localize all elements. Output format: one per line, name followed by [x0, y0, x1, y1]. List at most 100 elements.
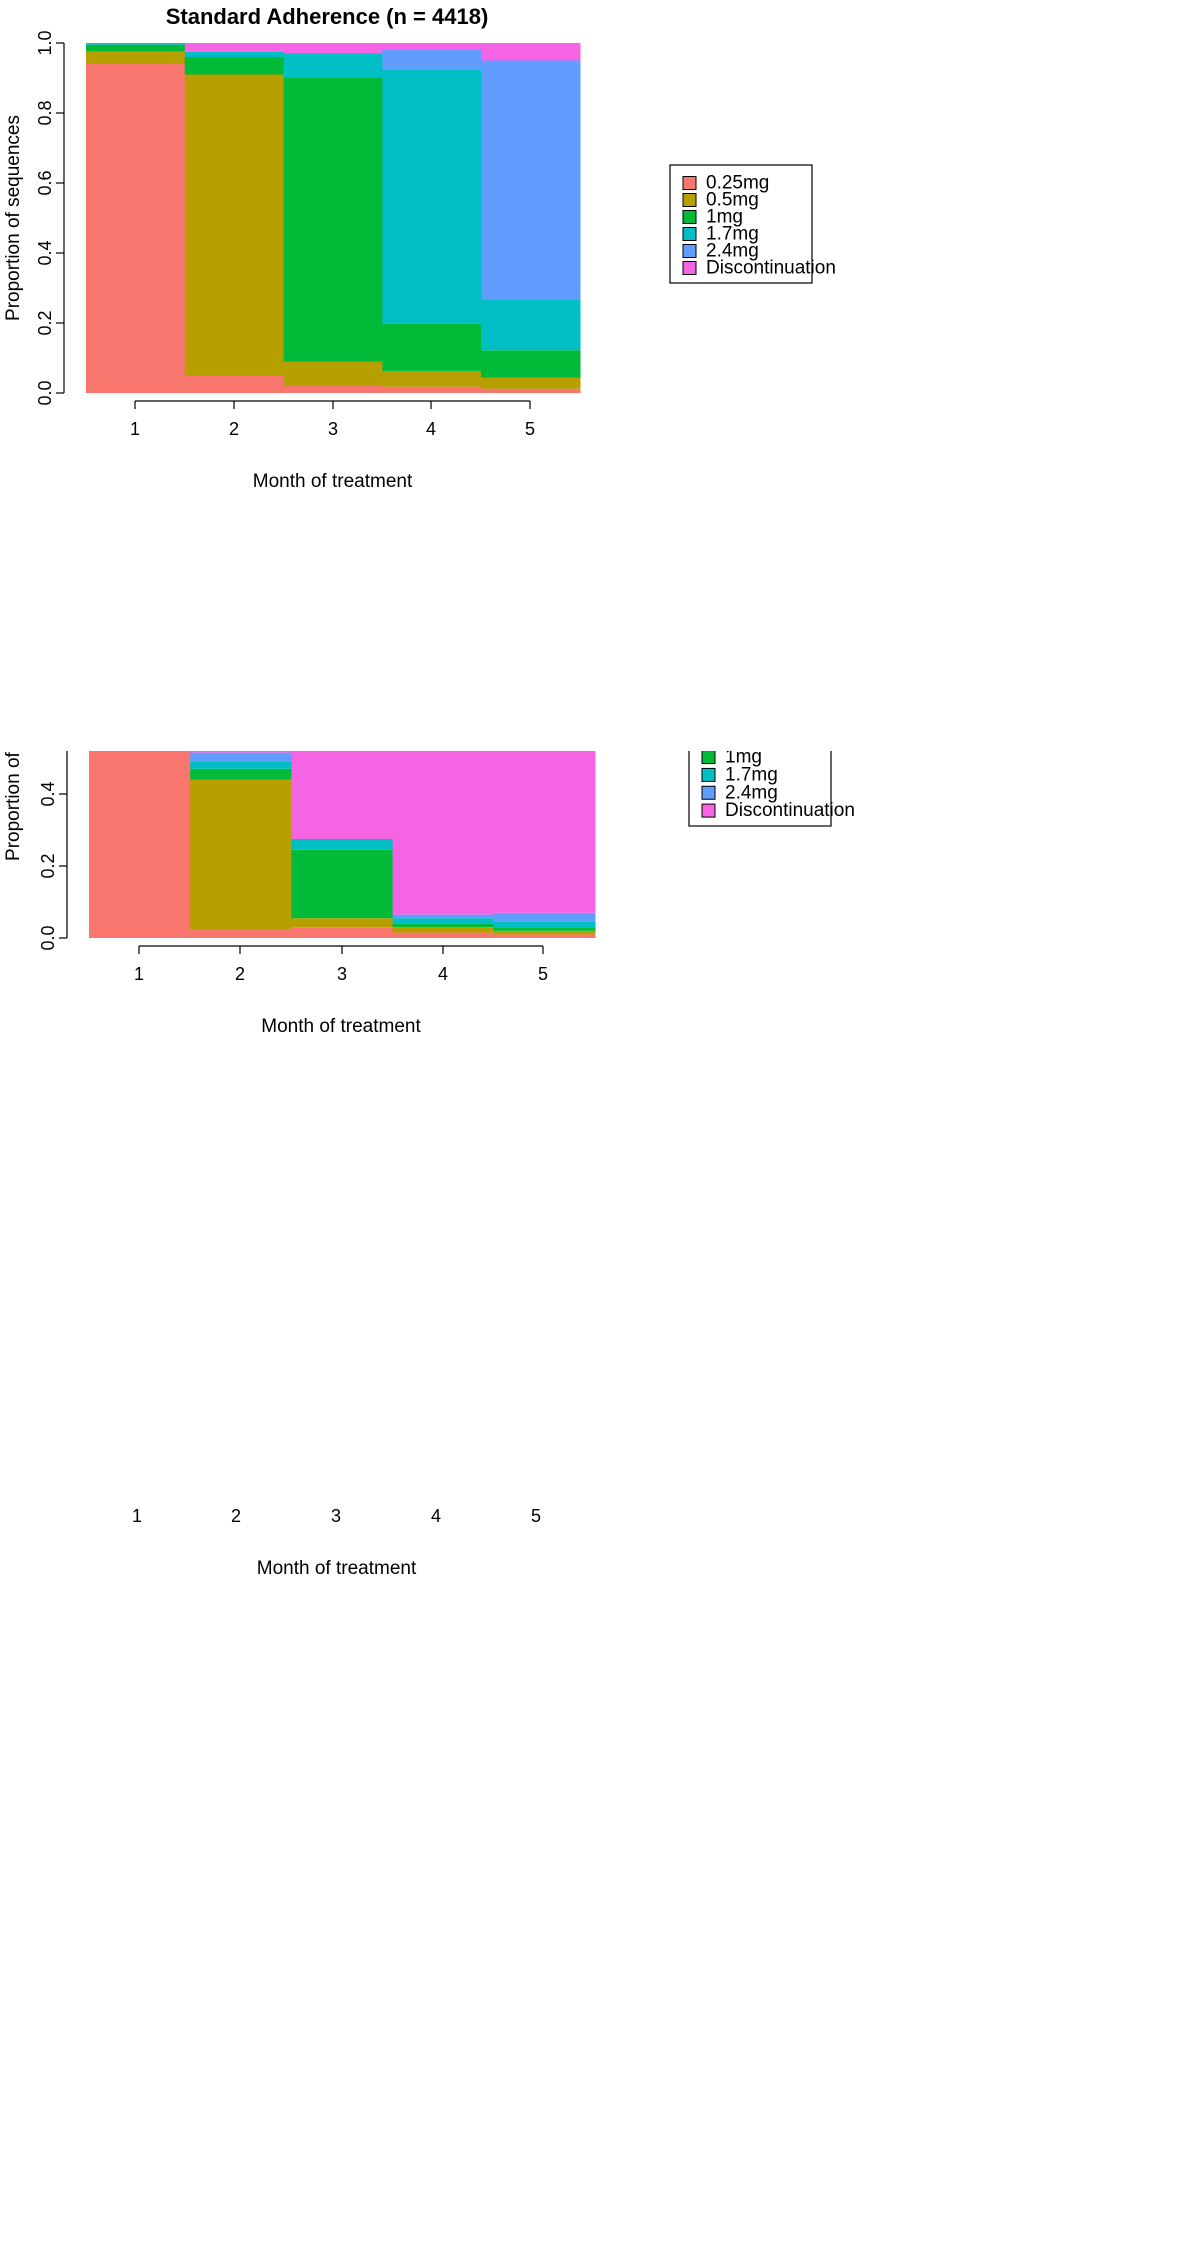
legend-label: 1.7mg — [706, 224, 759, 245]
bar-segment — [184, 57, 285, 75]
bar-segment — [190, 929, 292, 938]
y-tick-label: 0.2 — [35, 310, 55, 335]
bar-segment — [190, 779, 292, 929]
bar-segment — [184, 74, 285, 376]
legend-label: 0.5mg — [706, 190, 759, 211]
bar-segment — [382, 323, 482, 371]
bar-segment — [86, 43, 186, 45]
bar-segment — [291, 839, 394, 850]
chart-standard-adherence: Standard Adherence (n = 4418) 0.0 0.2 0.4 0.… — [0, 0, 1200, 751]
bar-segment — [493, 578, 596, 913]
y-tick-label: 0.0 — [35, 380, 55, 405]
legend-swatch — [682, 244, 697, 258]
bar-segment — [291, 927, 394, 938]
bar-segment — [481, 377, 581, 389]
bar-segment — [481, 388, 581, 393]
legend-swatch — [701, 750, 716, 765]
bar-segment — [283, 361, 383, 386]
chart-svg: Standard Adherence (n = 4418) 0.0 0.2 0.4 0.… — [3, 4, 836, 492]
legend-label: Discontinuation — [706, 258, 836, 279]
bar-segment — [190, 761, 292, 769]
legend-swatch — [682, 261, 697, 275]
bar-segment — [184, 51, 285, 57]
bar-segment — [291, 578, 394, 839]
chart-title: Standard Adherence (n = 4418) — [166, 4, 489, 29]
y-tick-label: 1.0 — [35, 30, 55, 55]
x-axis-label: Month of treatment — [253, 471, 413, 492]
bar-segment — [283, 53, 383, 78]
x-axis-label: Month of treatment — [261, 1016, 421, 1037]
bar-segment — [392, 932, 495, 938]
legend-label: 2.4mg — [706, 241, 759, 262]
bar-segment — [190, 752, 292, 762]
y-tick-label: 0.8 — [35, 100, 55, 125]
bar-segment — [86, 51, 186, 64]
legend-label: 1.7mg — [725, 764, 778, 785]
y-tick-label: 0.2 — [38, 853, 58, 878]
bar-segment — [382, 386, 482, 393]
bar-segment — [184, 375, 285, 393]
x-tick-label: 5 — [538, 964, 548, 984]
bar-segment — [283, 386, 383, 393]
legend-swatch — [682, 193, 697, 207]
bar-segment — [291, 849, 394, 919]
bar-segment — [89, 660, 191, 938]
bar-segment — [382, 43, 482, 50]
legend-swatch — [701, 785, 716, 800]
legend-swatch — [701, 767, 716, 782]
bar-segment — [481, 350, 581, 378]
bar-segment — [86, 44, 186, 52]
chart-early-discontinuation: Early Discontinuation (n = 769)0.00.20.4… — [0, 532, 1200, 1502]
x-tick-label: 3 — [337, 964, 347, 984]
bar-segment — [392, 923, 495, 928]
legend-label: 1mg — [725, 751, 762, 768]
bar-segment — [392, 927, 495, 933]
x-tick-label: 3 — [331, 1506, 341, 1526]
bar-segment — [392, 578, 495, 915]
bar-segment — [382, 69, 482, 324]
bar-segment — [481, 43, 581, 61]
y-axis-label: Proportion of sequences — [3, 115, 24, 321]
x-tick-label: 4 — [431, 1506, 441, 1526]
chart-svg: High-Dose Initiation (n = 741)0.00.20.40… — [3, 1079, 844, 1579]
bar-segment — [481, 60, 581, 300]
bar-segment — [493, 930, 596, 935]
bar-segment — [493, 934, 596, 938]
legend-label: 0.25mg — [706, 173, 769, 194]
legend-swatch — [682, 227, 697, 241]
bar-segment — [283, 43, 383, 54]
y-tick-label: 0.0 — [38, 925, 58, 950]
x-axis-label: Month of treatment — [257, 1558, 417, 1579]
x-tick-label: 2 — [229, 419, 239, 439]
chart-svg: Early Discontinuation (n = 769)0.00.20.4… — [3, 532, 855, 1037]
legend-label: 2.4mg — [725, 782, 778, 803]
legend-label: 1mg — [706, 207, 743, 228]
legend-swatch — [682, 176, 697, 190]
bar-segment — [184, 43, 285, 52]
x-tick-label: 2 — [235, 964, 245, 984]
x-tick-label: 3 — [328, 419, 338, 439]
bar-segment — [493, 927, 596, 931]
y-tick-label: 0.6 — [35, 170, 55, 195]
x-tick-label: 1 — [130, 419, 140, 439]
y-tick-label: 0.4 — [35, 240, 55, 265]
bar-segment — [291, 918, 394, 928]
legend-label: Discontinuation — [725, 800, 855, 821]
bar-segment — [392, 918, 495, 924]
bar-segment — [382, 50, 482, 70]
legend-swatch — [682, 210, 697, 224]
bar-segment — [392, 914, 495, 919]
bar-segment — [493, 912, 596, 922]
x-tick-label: 4 — [438, 964, 448, 984]
bar-segment — [86, 64, 186, 393]
y-axis-label: Proportion of sequences — [3, 751, 24, 861]
y-tick-label: 0.4 — [38, 781, 58, 806]
bar-segment — [481, 299, 581, 351]
x-tick-label: 5 — [525, 419, 535, 439]
bar-segment — [283, 78, 383, 362]
x-tick-label: 1 — [134, 964, 144, 984]
bar-segment — [190, 768, 292, 780]
x-tick-label: 5 — [531, 1506, 541, 1526]
bar-segment — [493, 921, 596, 928]
bar-segment — [382, 370, 482, 387]
